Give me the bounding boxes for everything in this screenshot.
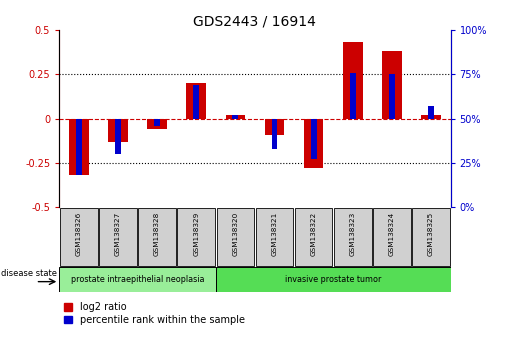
Bar — [76, 119, 82, 175]
Bar — [295, 208, 332, 266]
Bar — [389, 74, 395, 119]
Text: prostate intraepithelial neoplasia: prostate intraepithelial neoplasia — [71, 275, 204, 284]
Bar — [216, 267, 451, 292]
Bar — [59, 267, 216, 292]
Bar — [108, 119, 128, 142]
Text: GSM138323: GSM138323 — [350, 212, 356, 256]
Bar — [350, 73, 356, 119]
Bar — [154, 119, 160, 126]
Bar — [373, 208, 410, 266]
Bar — [265, 119, 284, 135]
Bar — [217, 208, 254, 266]
Text: GSM138324: GSM138324 — [389, 212, 395, 256]
Bar — [382, 51, 402, 119]
Bar — [343, 42, 363, 119]
Text: disease state: disease state — [1, 269, 57, 278]
Text: invasive prostate tumor: invasive prostate tumor — [285, 275, 382, 284]
Bar — [186, 83, 206, 119]
Text: GSM138329: GSM138329 — [193, 212, 199, 256]
Bar — [60, 208, 97, 266]
Bar — [304, 119, 323, 168]
Bar — [334, 208, 371, 266]
Bar — [147, 119, 167, 129]
Text: GSM138326: GSM138326 — [76, 212, 82, 256]
Bar — [311, 119, 317, 159]
Bar — [413, 208, 450, 266]
Bar — [421, 115, 441, 119]
Bar — [178, 208, 215, 266]
Bar — [193, 85, 199, 119]
Legend: log2 ratio, percentile rank within the sample: log2 ratio, percentile rank within the s… — [64, 302, 245, 325]
Bar — [99, 208, 136, 266]
Title: GDS2443 / 16914: GDS2443 / 16914 — [194, 15, 316, 29]
Text: GSM138327: GSM138327 — [115, 212, 121, 256]
Text: GSM138322: GSM138322 — [311, 212, 317, 256]
Bar — [271, 119, 278, 149]
Bar — [428, 106, 434, 119]
Text: GSM138328: GSM138328 — [154, 212, 160, 256]
Text: GSM138325: GSM138325 — [428, 212, 434, 256]
Text: GSM138320: GSM138320 — [232, 212, 238, 256]
Bar — [139, 208, 176, 266]
Bar — [256, 208, 293, 266]
Bar — [232, 115, 238, 119]
Bar — [226, 115, 245, 119]
Bar — [69, 119, 89, 175]
Text: GSM138321: GSM138321 — [271, 212, 278, 256]
Bar — [115, 119, 121, 154]
